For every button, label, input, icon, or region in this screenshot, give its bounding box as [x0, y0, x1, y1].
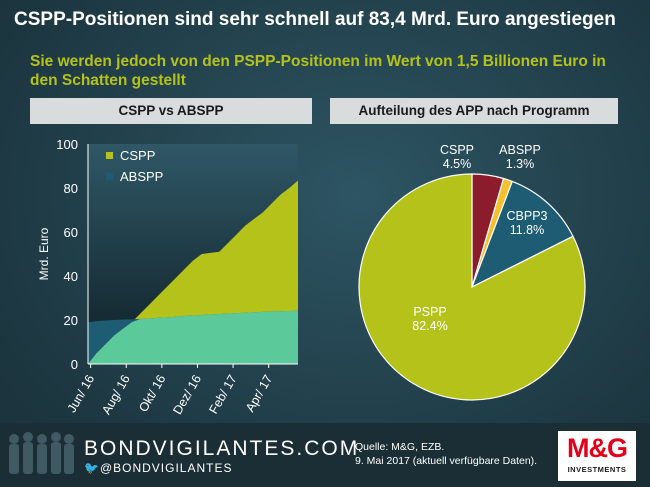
twitter-text: @BONDVIGILANTES [99, 461, 233, 475]
y-tick-label: 0 [71, 357, 78, 372]
footer: BONDVIGILANTES.COM 🐦@BONDVIGILANTES Quel… [0, 423, 650, 487]
page-title: CSPP-Positionen sind sehr schnell auf 83… [14, 9, 616, 30]
x-tick-label: Aug/ 16 [99, 372, 133, 416]
slice-name-label: PSPP [413, 305, 446, 319]
x-tick-label: Feb/ 17 [206, 372, 239, 416]
source-line-1: Quelle: M&G, EZB. [355, 441, 445, 453]
slice-value-label: 4.5% [443, 157, 472, 171]
logo-sub-text: INVESTMENTS [567, 465, 627, 474]
x-tick-label: Okt/ 16 [136, 372, 168, 414]
y-tick-label: 20 [64, 313, 78, 328]
source-line-2: 9. Mai 2017 (aktuell verfügbare Daten). [355, 455, 538, 467]
x-tick-label: Jun/ 16 [65, 372, 98, 415]
y-tick-label: 60 [64, 225, 78, 240]
slice-name-label: ABSPP [499, 143, 541, 157]
slice-name-label: CSPP [440, 143, 474, 157]
x-tick-label: Apr/ 17 [243, 372, 275, 414]
legend-swatch [106, 152, 113, 159]
y-tick-label: 40 [64, 269, 78, 284]
pie-slice-cbpp3 [470, 180, 574, 289]
twitter-handle[interactable]: 🐦@BONDVIGILANTES [84, 461, 233, 475]
area-chart: 0 20 40 60 80 100 Mrd. Euro Jun/ 16 Aug/ 16 Okt/ … [37, 137, 298, 417]
x-tick-label: Dez/ 16 [170, 372, 204, 416]
slice-value-label: 11.8% [510, 223, 545, 237]
brand-name: BONDVIGILANTES.COM [84, 437, 360, 460]
logo-main-text: M&G [567, 433, 628, 463]
crowd-icon [9, 432, 74, 474]
y-axis-label: Mrd. Euro [37, 227, 51, 280]
series-overlap-area [88, 310, 298, 364]
source-note: Quelle: M&G, EZB. 9. Mai 2017 (aktuell v… [355, 440, 537, 468]
page-subtitle: Sie werden jedoch von den PSPP-Positione… [30, 53, 606, 89]
left-panel-header: CSPP vs ABSPP [30, 98, 312, 124]
chart-legend: CSPP ABSPP [106, 148, 163, 184]
legend-label: ABSPP [120, 169, 163, 184]
slice-value-label: 82.4% [412, 319, 447, 333]
legend-label: CSPP [120, 148, 155, 163]
mg-logo: M&G INVESTMENTS [558, 431, 636, 481]
right-panel-header: Aufteilung des APP nach Programm [330, 98, 618, 124]
pie-slice-pspp [358, 173, 586, 401]
y-tick-label: 100 [56, 137, 78, 152]
slice-value-label: 1.3% [506, 157, 535, 171]
twitter-bird-icon: 🐦 [84, 461, 100, 475]
y-tick-label: 80 [64, 181, 78, 196]
legend-swatch [106, 173, 113, 180]
slice-name-label: CBPP3 [507, 209, 548, 223]
